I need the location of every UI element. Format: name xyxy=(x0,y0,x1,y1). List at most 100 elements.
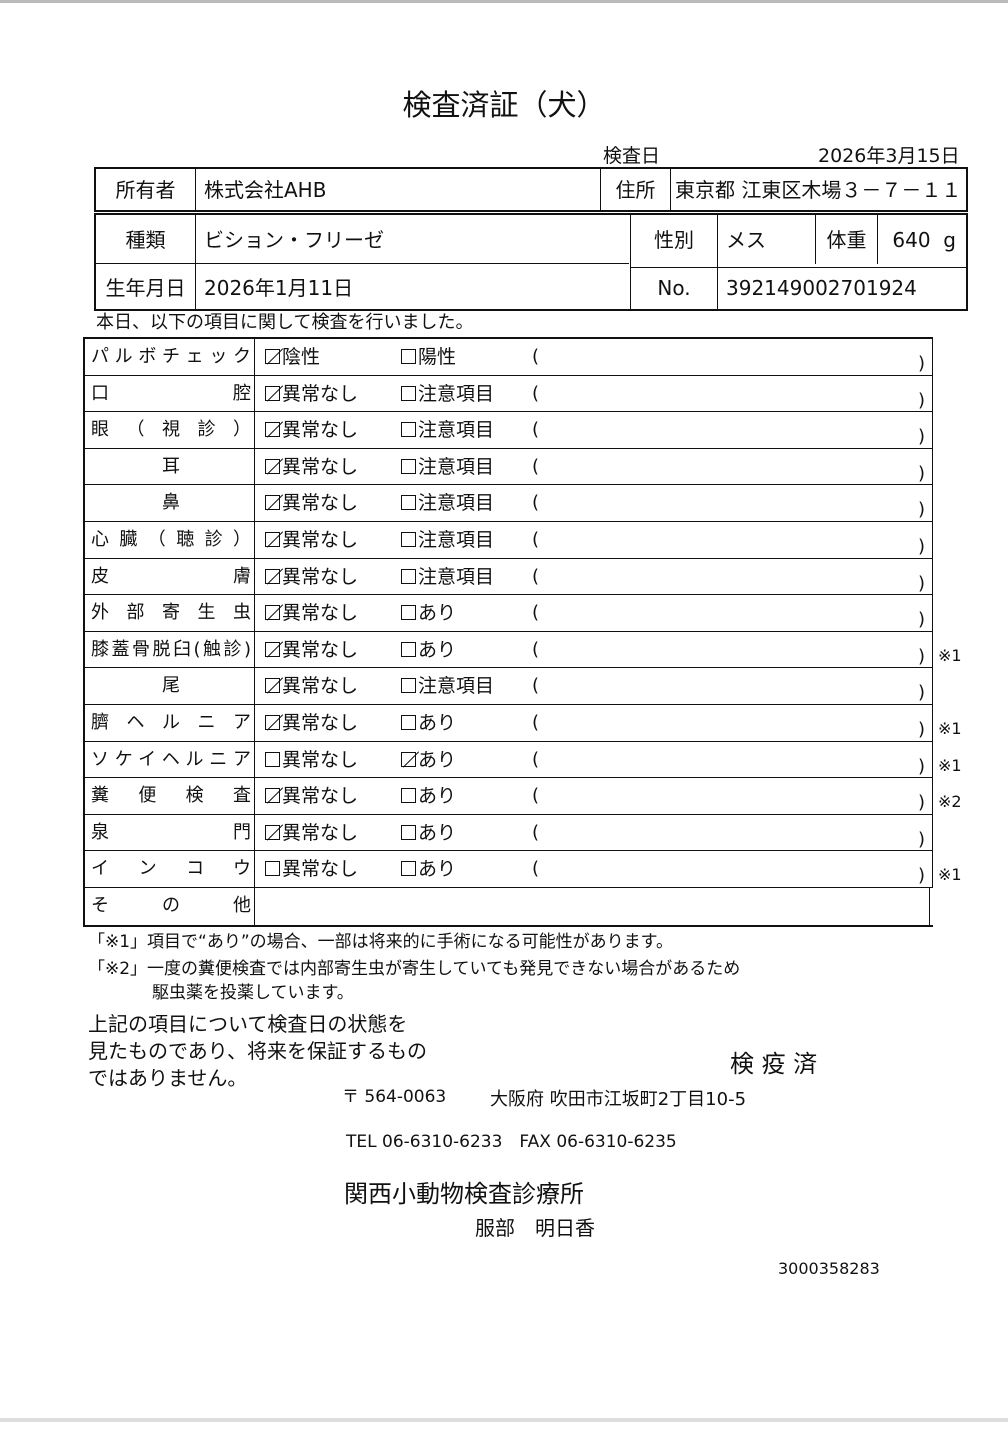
disclaimer-line: ではありません。 xyxy=(88,1066,248,1090)
option-label: 異常なし xyxy=(282,419,359,442)
scan-edge xyxy=(0,0,1008,3)
checkbox[interactable] xyxy=(401,568,416,584)
footnote-2: 「※2」一度の糞便検査では内部寄生虫が寄生していても発見できない場合があるため xyxy=(88,959,741,979)
option-abnormal[interactable]: 陽性 xyxy=(401,346,456,369)
footnote-2-cont: 駆虫薬を投薬しています。 xyxy=(152,983,354,1003)
pet-table: 種類 ビション・フリーゼ 性別 メス 体重 640 g 生年月日 2026年1月… xyxy=(94,213,968,311)
option-abnormal[interactable]: あり xyxy=(401,822,456,845)
option-normal[interactable]: 異常なし xyxy=(265,749,358,772)
checkbox[interactable] xyxy=(401,385,416,401)
option-abnormal[interactable]: 注意項目 xyxy=(401,456,494,479)
exam-row: 眼（視診） 異常なし 注意項目 () xyxy=(85,412,933,449)
option-normal[interactable]: 異常なし xyxy=(265,529,358,552)
checkbox[interactable] xyxy=(265,678,280,694)
option-abnormal[interactable]: あり xyxy=(401,602,456,625)
checkbox[interactable] xyxy=(401,861,416,877)
checkbox[interactable] xyxy=(265,714,280,730)
checkbox[interactable] xyxy=(265,495,280,511)
intro-text: 本日、以下の項目に関して検査を行いました。 xyxy=(96,312,474,333)
option-abnormal[interactable]: 注意項目 xyxy=(401,675,494,698)
checkbox[interactable] xyxy=(265,751,280,767)
option-normal[interactable]: 異常なし xyxy=(265,456,358,479)
checkbox[interactable] xyxy=(401,714,416,730)
exam-item-label: 臍ヘルニア xyxy=(91,711,251,733)
option-abnormal[interactable]: 注意項目 xyxy=(401,419,494,442)
checkbox[interactable] xyxy=(401,458,416,474)
note-mark: ※1 xyxy=(938,865,962,885)
option-normal[interactable]: 異常なし xyxy=(265,566,358,589)
page-title: 検査済証（犬） xyxy=(402,88,606,122)
option-normal[interactable]: 異常なし xyxy=(265,858,358,881)
option-normal[interactable]: 異常なし xyxy=(265,492,358,515)
option-abnormal[interactable]: あり xyxy=(401,712,456,735)
option-normal[interactable]: 異常なし xyxy=(265,602,358,625)
option-normal[interactable]: 陰性 xyxy=(265,346,320,369)
checkbox[interactable] xyxy=(401,751,416,767)
checkbox[interactable] xyxy=(265,568,280,584)
option-abnormal[interactable]: 注意項目 xyxy=(401,566,494,589)
exam-item-label: 膝蓋骨脱臼(触診) xyxy=(91,638,251,660)
option-normal[interactable]: 異常なし xyxy=(265,383,358,406)
exam-row: 泉門 異常なし あり () xyxy=(85,814,933,852)
option-abnormal[interactable]: あり xyxy=(401,785,456,808)
checkbox[interactable] xyxy=(401,605,416,621)
exam-row: 鼻 異常なし 注意項目 () xyxy=(85,485,933,522)
document-id: 3000358283 xyxy=(778,1259,880,1278)
checkbox[interactable] xyxy=(265,422,280,438)
exam-item-label: インコウ xyxy=(91,858,251,880)
disclaimer-line: 見たものであり、将来を保証するもの xyxy=(88,1039,427,1063)
open-paren: ( xyxy=(532,748,540,770)
checkbox[interactable] xyxy=(265,349,280,364)
checkbox[interactable] xyxy=(401,641,416,657)
option-normal[interactable]: 異常なし xyxy=(265,639,358,662)
option-abnormal[interactable]: あり xyxy=(401,749,456,772)
exam-item-label: 口腔 xyxy=(91,382,251,404)
checkbox[interactable] xyxy=(265,531,280,547)
checkbox[interactable] xyxy=(401,495,416,511)
exam-row: 心臓（聴診） 異常なし 注意項目 () xyxy=(85,521,933,559)
option-label: 異常なし xyxy=(282,565,359,588)
owner-table: 所有者 株式会社AHB 住所 東京都 江東区木場３－７－１１ xyxy=(94,167,968,212)
option-normal[interactable]: 異常なし xyxy=(265,419,358,442)
checkbox[interactable] xyxy=(401,349,416,364)
open-paren: ( xyxy=(532,492,540,514)
option-abnormal[interactable]: あり xyxy=(401,639,456,662)
exam-row: 尾 異常なし 注意項目 () xyxy=(85,668,933,705)
open-paren: ( xyxy=(532,638,540,660)
option-normal[interactable]: 異常なし xyxy=(265,785,358,808)
close-paren: ) xyxy=(918,535,926,557)
option-label: 異常なし xyxy=(282,528,359,551)
open-paren: ( xyxy=(532,419,540,441)
checkbox[interactable] xyxy=(401,788,416,804)
option-label: 異常なし xyxy=(282,602,359,625)
disclaimer: 上記の項目について検査日の状態を 見たものであり、将来を保証するもの ではありま… xyxy=(88,1011,427,1092)
close-paren: ) xyxy=(918,389,926,411)
checkbox[interactable] xyxy=(265,861,280,877)
option-abnormal[interactable]: 注意項目 xyxy=(401,492,494,515)
checkbox[interactable] xyxy=(401,422,416,438)
checkbox[interactable] xyxy=(265,458,280,474)
weight-label: 体重 xyxy=(816,215,878,264)
option-label: あり xyxy=(418,858,457,881)
option-normal[interactable]: 異常なし xyxy=(265,712,358,735)
checkbox[interactable] xyxy=(265,824,280,840)
open-paren: ( xyxy=(532,346,540,367)
option-label: あり xyxy=(418,711,457,734)
checkbox[interactable] xyxy=(265,788,280,804)
option-abnormal[interactable]: あり xyxy=(401,858,456,881)
checkbox[interactable] xyxy=(265,385,280,401)
open-paren: ( xyxy=(532,821,540,843)
birth-value: 2026年1月11日 xyxy=(196,264,631,311)
open-paren: ( xyxy=(532,382,540,404)
checkbox[interactable] xyxy=(401,824,416,840)
checkbox[interactable] xyxy=(265,605,280,621)
option-label: 注意項目 xyxy=(418,455,495,478)
close-paren: ) xyxy=(918,572,926,594)
option-normal[interactable]: 異常なし xyxy=(265,675,358,698)
checkbox[interactable] xyxy=(401,678,416,694)
checkbox[interactable] xyxy=(265,641,280,657)
option-abnormal[interactable]: 注意項目 xyxy=(401,383,494,406)
option-abnormal[interactable]: 注意項目 xyxy=(401,529,494,552)
checkbox[interactable] xyxy=(401,531,416,547)
option-normal[interactable]: 異常なし xyxy=(265,822,358,845)
